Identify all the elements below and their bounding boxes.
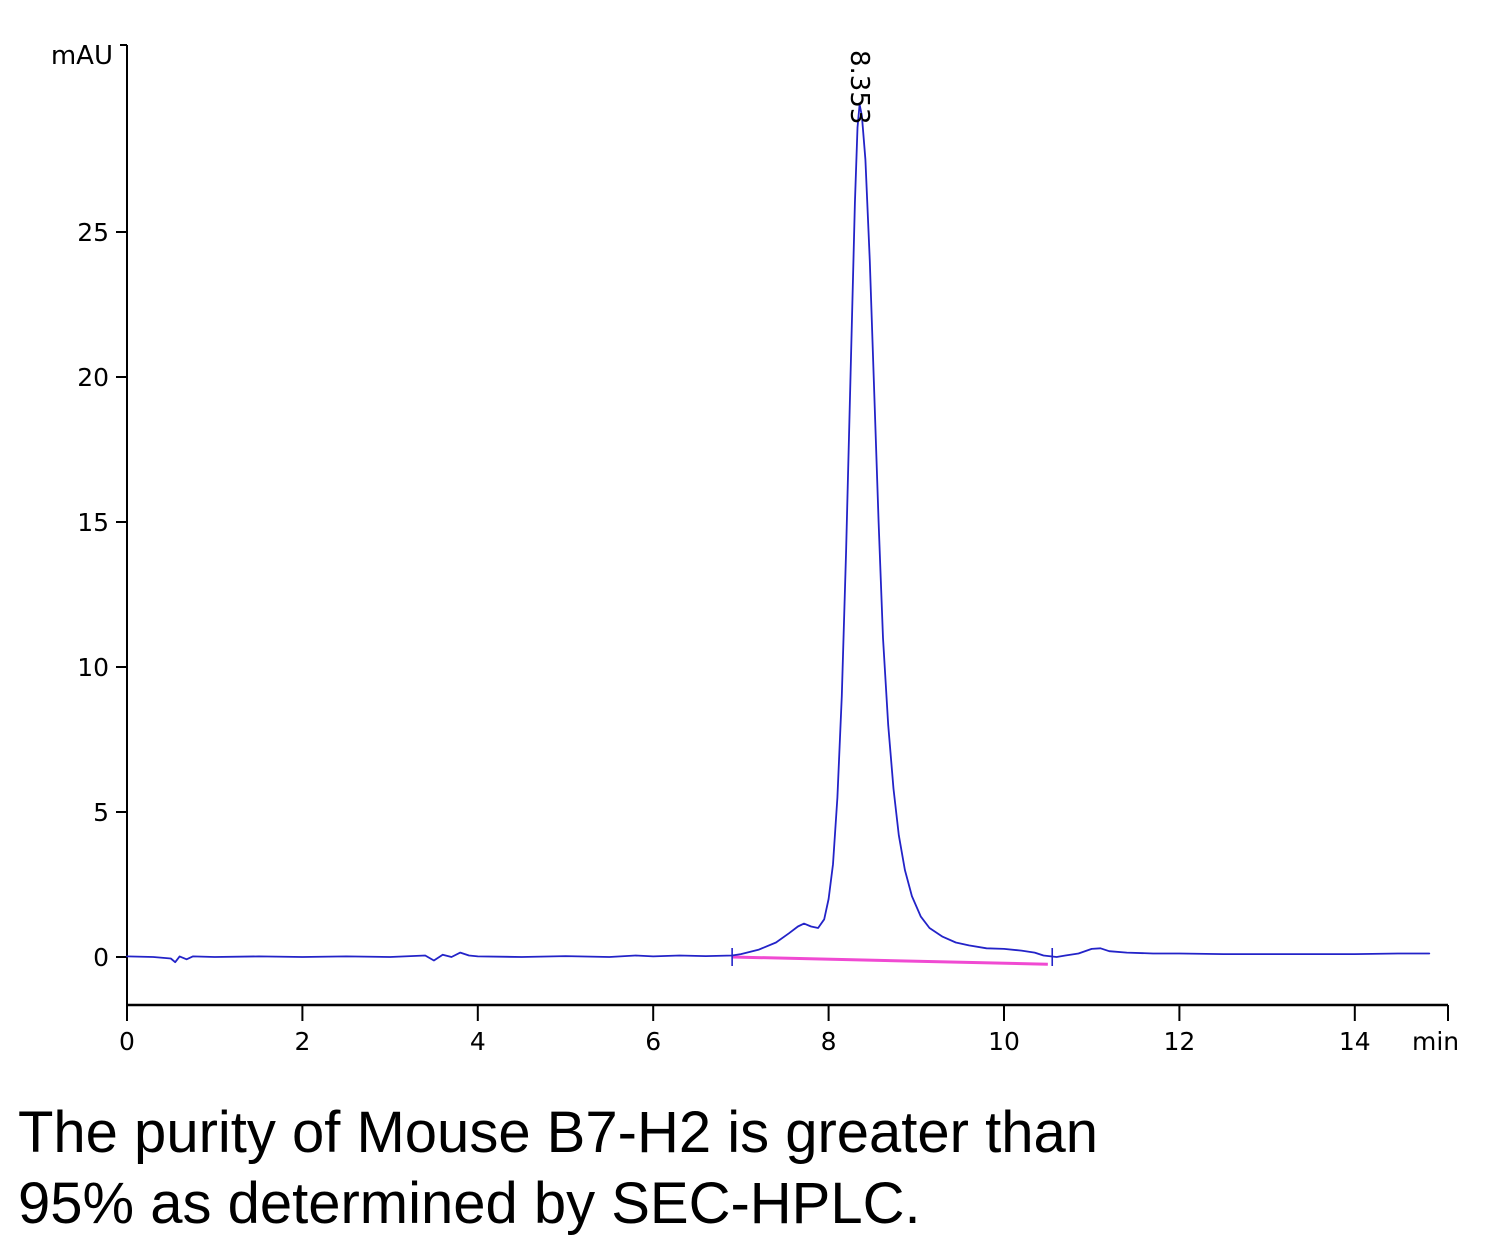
purity-caption-line1: The purity of Mouse B7-H2 is greater tha… — [18, 1100, 1098, 1165]
y-tick-label: 20 — [77, 363, 109, 392]
x-tick-label: 12 — [1163, 1027, 1195, 1056]
x-tick-label: 2 — [294, 1027, 310, 1056]
x-tick-label: 4 — [470, 1027, 486, 1056]
x-tick-label: 8 — [821, 1027, 837, 1056]
x-tick-label: 14 — [1339, 1027, 1371, 1056]
y-tick-label: 25 — [77, 218, 109, 247]
y-axis-title: mAU — [51, 41, 113, 71]
x-tick-label: 10 — [988, 1027, 1020, 1056]
purity-caption-line2: 95% as determined by SEC-HPLC. — [18, 1170, 921, 1236]
y-tick-label: 10 — [77, 653, 109, 682]
peak-retention-label: 8.353 — [844, 50, 874, 124]
uv-trace — [126, 103, 1431, 964]
y-tick-label: 0 — [93, 943, 109, 972]
x-tick-label: 6 — [645, 1027, 661, 1056]
x-tick-label: 0 — [119, 1027, 135, 1056]
y-tick-label: 15 — [77, 508, 109, 537]
integration-baseline — [732, 955, 1048, 966]
x-axis-title: min — [1412, 1027, 1459, 1056]
sec-hplc-chromatogram: 0 5 10 15 20 25 0 2 4 6 8 10 12 14 mAU min 8.353 — [51, 41, 1459, 1056]
y-tick-label: 5 — [93, 798, 109, 827]
purity-caption: The purity of Mouse B7-H2 is greater tha… — [18, 1098, 1098, 1240]
